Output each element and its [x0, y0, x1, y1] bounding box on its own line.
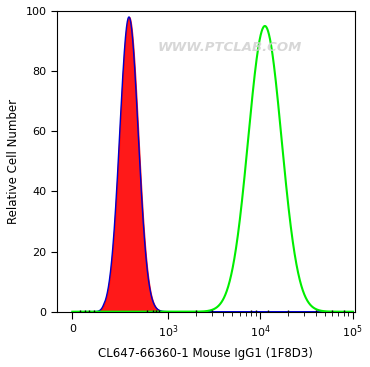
Y-axis label: Relative Cell Number: Relative Cell Number [7, 99, 20, 224]
Text: WWW.PTCLAB.COM: WWW.PTCLAB.COM [158, 40, 302, 54]
X-axis label: CL647-66360-1 Mouse IgG1 (1F8D3): CL647-66360-1 Mouse IgG1 (1F8D3) [98, 347, 313, 360]
